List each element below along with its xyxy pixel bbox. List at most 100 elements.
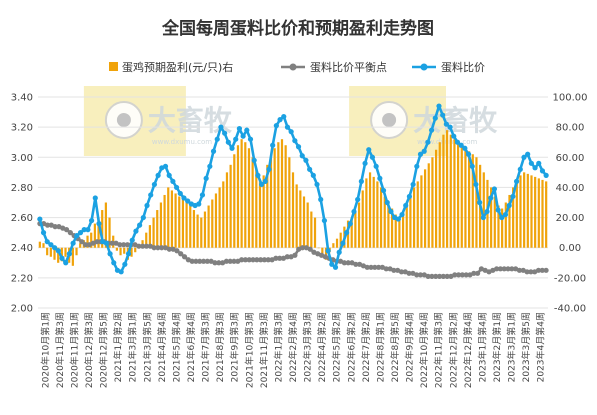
egg-feed-ratio-marker [525, 151, 531, 157]
balance-point-marker [459, 272, 465, 278]
balance-point-marker [216, 260, 222, 266]
x-tick-label: 2022年11月第3周 [433, 312, 445, 388]
balance-point-marker [277, 255, 283, 261]
x-tick-label: 2022年7月第2周 [360, 312, 372, 382]
egg-feed-ratio-marker [288, 129, 294, 135]
balance-point-marker [63, 227, 70, 233]
profit-bar [497, 205, 500, 248]
balance-point-marker [239, 257, 245, 263]
profit-bar [280, 139, 284, 248]
y-left-tick-label: 3.40 [11, 93, 33, 104]
profit-bar [225, 172, 229, 248]
profit-bar [420, 175, 423, 248]
profit-bar [196, 214, 199, 248]
profit-bar [405, 202, 408, 248]
balance-point-marker [505, 266, 511, 272]
watermark-logo-icon [382, 113, 397, 127]
balance-point-marker [368, 264, 374, 270]
profit-bar [42, 243, 45, 248]
profit-bar [222, 181, 225, 248]
egg-feed-ratio-marker [443, 121, 449, 127]
egg-feed-ratio-marker [236, 126, 243, 132]
egg-feed-ratio-marker [40, 230, 47, 236]
balance-point-marker [440, 273, 446, 279]
profit-bar [354, 211, 357, 248]
balance-point-marker [433, 273, 439, 279]
profit-bar [302, 196, 306, 248]
balance-point-marker [143, 243, 150, 249]
profit-bar [501, 208, 504, 248]
profit-bar [189, 205, 192, 248]
egg-feed-ratio-marker [521, 154, 527, 160]
profit-bar [394, 214, 397, 248]
balance-point-marker [79, 239, 85, 245]
profit-bar [390, 208, 394, 248]
balance-point-marker [383, 266, 389, 272]
egg-feed-ratio-marker [122, 261, 128, 267]
profit-bar [339, 232, 342, 248]
watermark-url: www.dxumu.com [152, 138, 212, 146]
balance-point-marker [292, 252, 298, 258]
y-right-tick-label: -20.00 [554, 273, 586, 284]
balance-point-marker [539, 267, 545, 273]
egg-feed-ratio-marker [303, 157, 309, 163]
profit-bar [332, 243, 335, 248]
balance-point-marker [543, 267, 549, 273]
egg-feed-ratio-marker [488, 195, 494, 201]
profit-bar [512, 187, 515, 248]
egg-feed-ratio-marker [539, 168, 546, 174]
profit-bar [163, 194, 166, 248]
profit-bar [145, 232, 148, 248]
watermark-logo-icon [116, 113, 131, 127]
egg-feed-ratio-marker [355, 196, 361, 203]
balance-point-marker [391, 267, 397, 273]
profit-bar [376, 181, 379, 248]
y-right-tick-label: 20.00 [556, 213, 585, 224]
profit-bar [317, 247, 320, 249]
egg-feed-ratio-marker [118, 269, 124, 275]
balance-point-marker [178, 251, 184, 257]
legend: 蛋鸡预期盈利(元/只)右 蛋料比价平衡点 蛋料比价 [109, 60, 485, 74]
profit-bar [457, 142, 460, 248]
egg-feed-ratio-marker [111, 260, 117, 266]
egg-feed-ratio-marker [48, 242, 54, 248]
y-right-tick-label: 60.00 [556, 153, 585, 164]
egg-feed-ratio-marker [388, 208, 394, 215]
balance-point-marker [417, 272, 424, 278]
profit-bar [284, 145, 287, 248]
balance-point-marker [406, 270, 412, 276]
legend-swatch-marker [289, 63, 297, 71]
x-tick-label: 2021年4月第4周 [156, 312, 168, 382]
egg-feed-ratio-marker [177, 190, 183, 197]
profit-bar [229, 164, 232, 248]
egg-feed-ratio-marker [484, 208, 490, 215]
profit-bar [130, 247, 133, 257]
profit-bar [449, 134, 452, 248]
profit-bar [490, 187, 493, 248]
egg-feed-ratio-marker [233, 136, 239, 142]
egg-feed-ratio-marker [336, 249, 342, 255]
profit-bar [468, 151, 471, 248]
egg-feed-ratio-marker [347, 221, 353, 227]
profit-bar [236, 145, 240, 248]
profit-bar [115, 247, 118, 251]
balance-point-marker [528, 269, 534, 275]
legend-swatch-bar [109, 62, 118, 71]
profit-bar [379, 187, 383, 248]
profit-bar [255, 169, 258, 248]
x-tick-label: 2021年9月第3周 [229, 312, 241, 382]
balance-point-marker [231, 258, 237, 264]
profit-bar [515, 181, 518, 248]
egg-feed-ratio-marker [477, 199, 483, 206]
balance-point-marker [398, 269, 405, 275]
egg-feed-ratio-marker [284, 124, 291, 130]
x-tick-label: 2023年4月第4周 [535, 312, 547, 382]
x-tick-label: 2023年3月第5周 [520, 312, 532, 382]
profit-bar [214, 193, 218, 248]
profit-bar [49, 247, 52, 257]
egg-feed-ratio-marker [59, 255, 65, 261]
balance-point-marker [109, 240, 115, 246]
profit-bar [90, 232, 93, 248]
egg-feed-ratio-marker [77, 230, 84, 236]
egg-feed-ratio-marker [85, 227, 91, 233]
